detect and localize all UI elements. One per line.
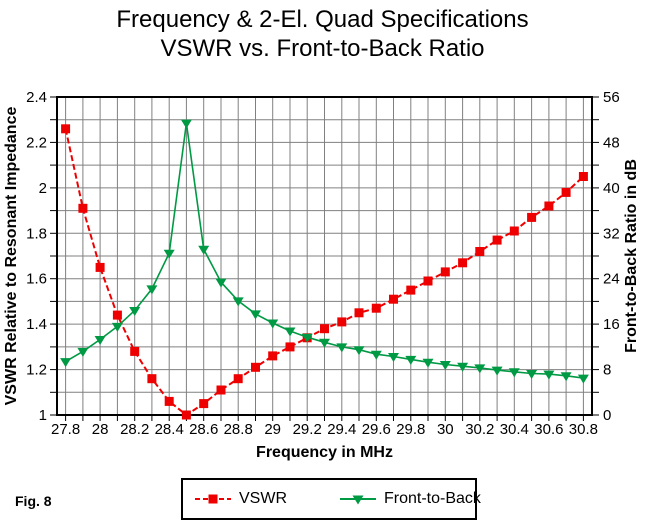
plot-frame [56, 96, 593, 416]
right-axis-title: Front-to-Back Ratio in dB [623, 159, 640, 353]
legend-item-front-to-back: Front-to-Back [339, 490, 481, 508]
svg-text:2.2: 2.2 [26, 134, 47, 151]
legend-label-vswr: VSWR [239, 490, 287, 507]
svg-text:1.4: 1.4 [26, 316, 47, 333]
svg-text:24: 24 [603, 271, 620, 288]
right-tick-labels: 0 8 16 24 32 40 48 56 [603, 89, 620, 424]
svg-text:28.8: 28.8 [224, 421, 253, 438]
svg-text:16: 16 [603, 316, 620, 333]
svg-text:30.8: 30.8 [569, 421, 598, 438]
svg-text:8: 8 [603, 362, 611, 379]
svg-text:28.2: 28.2 [120, 421, 149, 438]
chart-title-line2: VSWR vs. Front-to-Back Ratio [160, 35, 485, 62]
svg-text:56: 56 [603, 89, 620, 106]
svg-text:1: 1 [39, 407, 47, 424]
series-front-to-back [60, 119, 589, 384]
series-vswr [61, 124, 588, 420]
svg-text:2.4: 2.4 [26, 89, 47, 106]
svg-text:1.6: 1.6 [26, 271, 47, 288]
svg-text:29: 29 [264, 421, 281, 438]
vswr-series-sample-icon [195, 494, 231, 504]
svg-text:30.4: 30.4 [500, 421, 529, 438]
svg-text:30.2: 30.2 [465, 421, 494, 438]
svg-text:27.8: 27.8 [51, 421, 80, 438]
left-tick-labels: 1 1.2 1.4 1.6 1.8 2 2.2 2.4 [26, 89, 47, 424]
gridlines [57, 96, 592, 416]
chart-title: Frequency & 2-El. Quad Specifications VS… [0, 5, 645, 63]
svg-text:30: 30 [437, 421, 454, 438]
svg-text:28: 28 [92, 421, 109, 438]
svg-text:48: 48 [603, 134, 620, 151]
x-axis-title: Frequency in MHz [256, 444, 393, 461]
svg-text:30.6: 30.6 [534, 421, 563, 438]
chart-title-line1: Frequency & 2-El. Quad Specifications [116, 6, 529, 33]
chart-canvas: 27.8 28 28.2 28.4 28.6 28.8 29 29.2 29.4 29.6 29.8… [3, 89, 640, 461]
svg-text:1.8: 1.8 [26, 225, 47, 242]
svg-text:29.6: 29.6 [362, 421, 391, 438]
figure-label: Fig. 8 [15, 493, 52, 509]
svg-text:29.4: 29.4 [327, 421, 356, 438]
svg-text:0: 0 [603, 407, 611, 424]
front-to-back-series-sample-icon [340, 495, 376, 505]
legend-item-vswr: VSWR [194, 490, 287, 508]
svg-text:29.2: 29.2 [293, 421, 322, 438]
svg-text:32: 32 [603, 225, 620, 242]
svg-text:1.2: 1.2 [26, 362, 47, 379]
svg-text:28.4: 28.4 [155, 421, 184, 438]
svg-text:40: 40 [603, 180, 620, 197]
left-axis-title: VSWR Relative to Resonant Impedance [3, 107, 20, 406]
legend-label-front-to-back: Front-to-Back [384, 490, 481, 507]
legend-box: VSWR Front-to-Back [181, 478, 481, 520]
svg-text:28.6: 28.6 [189, 421, 218, 438]
svg-text:29.8: 29.8 [396, 421, 425, 438]
svg-text:2: 2 [39, 180, 47, 197]
x-tick-labels: 27.8 28 28.2 28.4 28.6 28.8 29 29.2 29.4 29.6 29.8… [51, 421, 598, 438]
